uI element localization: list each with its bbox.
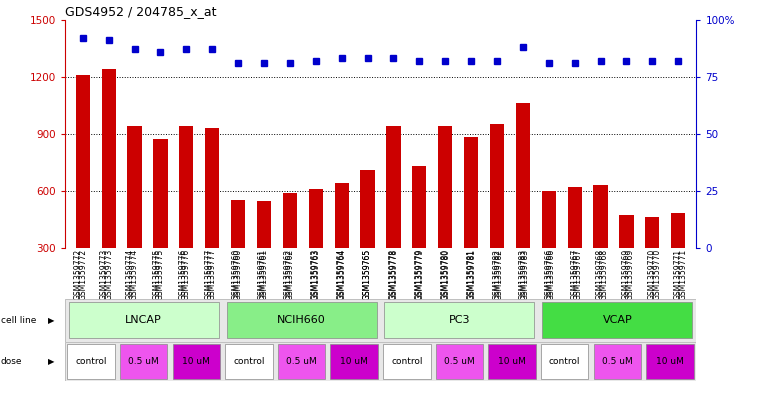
Bar xyxy=(101,69,116,305)
Text: GSM1359767: GSM1359767 xyxy=(573,249,582,300)
Text: GSM1359783: GSM1359783 xyxy=(521,249,530,300)
Text: control: control xyxy=(549,357,581,366)
Bar xyxy=(361,170,374,305)
Text: ▶: ▶ xyxy=(48,357,55,366)
Bar xyxy=(330,344,378,379)
Bar xyxy=(283,193,297,305)
Bar xyxy=(619,215,634,305)
Bar xyxy=(387,126,400,305)
Bar xyxy=(154,139,167,305)
Bar xyxy=(464,138,478,305)
Text: GSM1359763: GSM1359763 xyxy=(310,249,319,300)
Bar xyxy=(489,344,536,379)
Text: dose: dose xyxy=(1,357,22,366)
Text: GSM1359781: GSM1359781 xyxy=(468,249,477,299)
Bar xyxy=(568,187,581,305)
Text: GSM1359768: GSM1359768 xyxy=(600,249,609,300)
Text: 0.5 uM: 0.5 uM xyxy=(286,357,317,366)
Bar xyxy=(645,217,660,305)
Bar xyxy=(671,213,686,305)
Bar xyxy=(225,344,272,379)
Text: control: control xyxy=(391,357,422,366)
Bar xyxy=(594,344,641,379)
Text: NCIH660: NCIH660 xyxy=(277,315,326,325)
Bar xyxy=(180,126,193,305)
Text: LNCAP: LNCAP xyxy=(126,315,162,325)
Text: cell line: cell line xyxy=(1,316,36,325)
Text: 0.5 uM: 0.5 uM xyxy=(602,357,632,366)
Bar xyxy=(516,103,530,305)
Text: GSM1359765: GSM1359765 xyxy=(363,249,372,300)
Bar xyxy=(257,201,271,305)
Text: 0.5 uM: 0.5 uM xyxy=(444,357,475,366)
Text: 10 uM: 10 uM xyxy=(498,357,526,366)
Text: GSM1359778: GSM1359778 xyxy=(389,249,398,300)
Text: GSM1359766: GSM1359766 xyxy=(547,249,556,300)
Text: control: control xyxy=(233,357,265,366)
Text: GSM1359777: GSM1359777 xyxy=(205,249,214,300)
Bar xyxy=(383,344,431,379)
Text: 0.5 uM: 0.5 uM xyxy=(129,357,159,366)
Bar xyxy=(490,124,504,305)
Text: control: control xyxy=(75,357,107,366)
Bar xyxy=(227,302,377,338)
Text: GSM1359782: GSM1359782 xyxy=(495,249,504,299)
Text: GDS4952 / 204785_x_at: GDS4952 / 204785_x_at xyxy=(65,6,216,18)
Text: GSM1359780: GSM1359780 xyxy=(442,249,451,300)
Text: GSM1359779: GSM1359779 xyxy=(416,249,425,300)
Bar xyxy=(646,344,694,379)
Text: GSM1359776: GSM1359776 xyxy=(179,249,188,300)
Text: 10 uM: 10 uM xyxy=(656,357,684,366)
Bar xyxy=(384,302,534,338)
Text: GSM1359773: GSM1359773 xyxy=(100,249,109,300)
Text: GSM1359771: GSM1359771 xyxy=(679,249,688,300)
Text: GSM1359762: GSM1359762 xyxy=(284,249,293,300)
Bar xyxy=(543,302,693,338)
Bar xyxy=(68,302,218,338)
Bar xyxy=(278,344,325,379)
Bar xyxy=(542,191,556,305)
Bar xyxy=(412,166,426,305)
Text: VCAP: VCAP xyxy=(603,315,632,325)
Text: ▶: ▶ xyxy=(48,316,55,325)
Text: GSM1359770: GSM1359770 xyxy=(652,249,661,300)
Text: GSM1359760: GSM1359760 xyxy=(231,249,240,300)
Bar xyxy=(438,126,452,305)
Bar xyxy=(436,344,483,379)
Text: GSM1359764: GSM1359764 xyxy=(336,249,345,300)
Bar xyxy=(205,128,219,305)
Text: PC3: PC3 xyxy=(449,315,470,325)
Bar xyxy=(127,126,142,305)
Bar xyxy=(173,344,220,379)
Text: GSM1359775: GSM1359775 xyxy=(152,249,161,300)
Bar xyxy=(594,185,607,305)
Text: GSM1359761: GSM1359761 xyxy=(257,249,266,300)
Bar xyxy=(120,344,167,379)
Text: 10 uM: 10 uM xyxy=(183,357,210,366)
Bar xyxy=(309,189,323,305)
Bar xyxy=(67,344,115,379)
Text: GSM1359774: GSM1359774 xyxy=(126,249,135,300)
Bar xyxy=(231,200,245,305)
Bar xyxy=(541,344,588,379)
Text: GSM1359769: GSM1359769 xyxy=(626,249,635,300)
Bar xyxy=(75,75,90,305)
Bar xyxy=(335,183,349,305)
Text: 10 uM: 10 uM xyxy=(340,357,368,366)
Text: GSM1359772: GSM1359772 xyxy=(73,249,82,300)
